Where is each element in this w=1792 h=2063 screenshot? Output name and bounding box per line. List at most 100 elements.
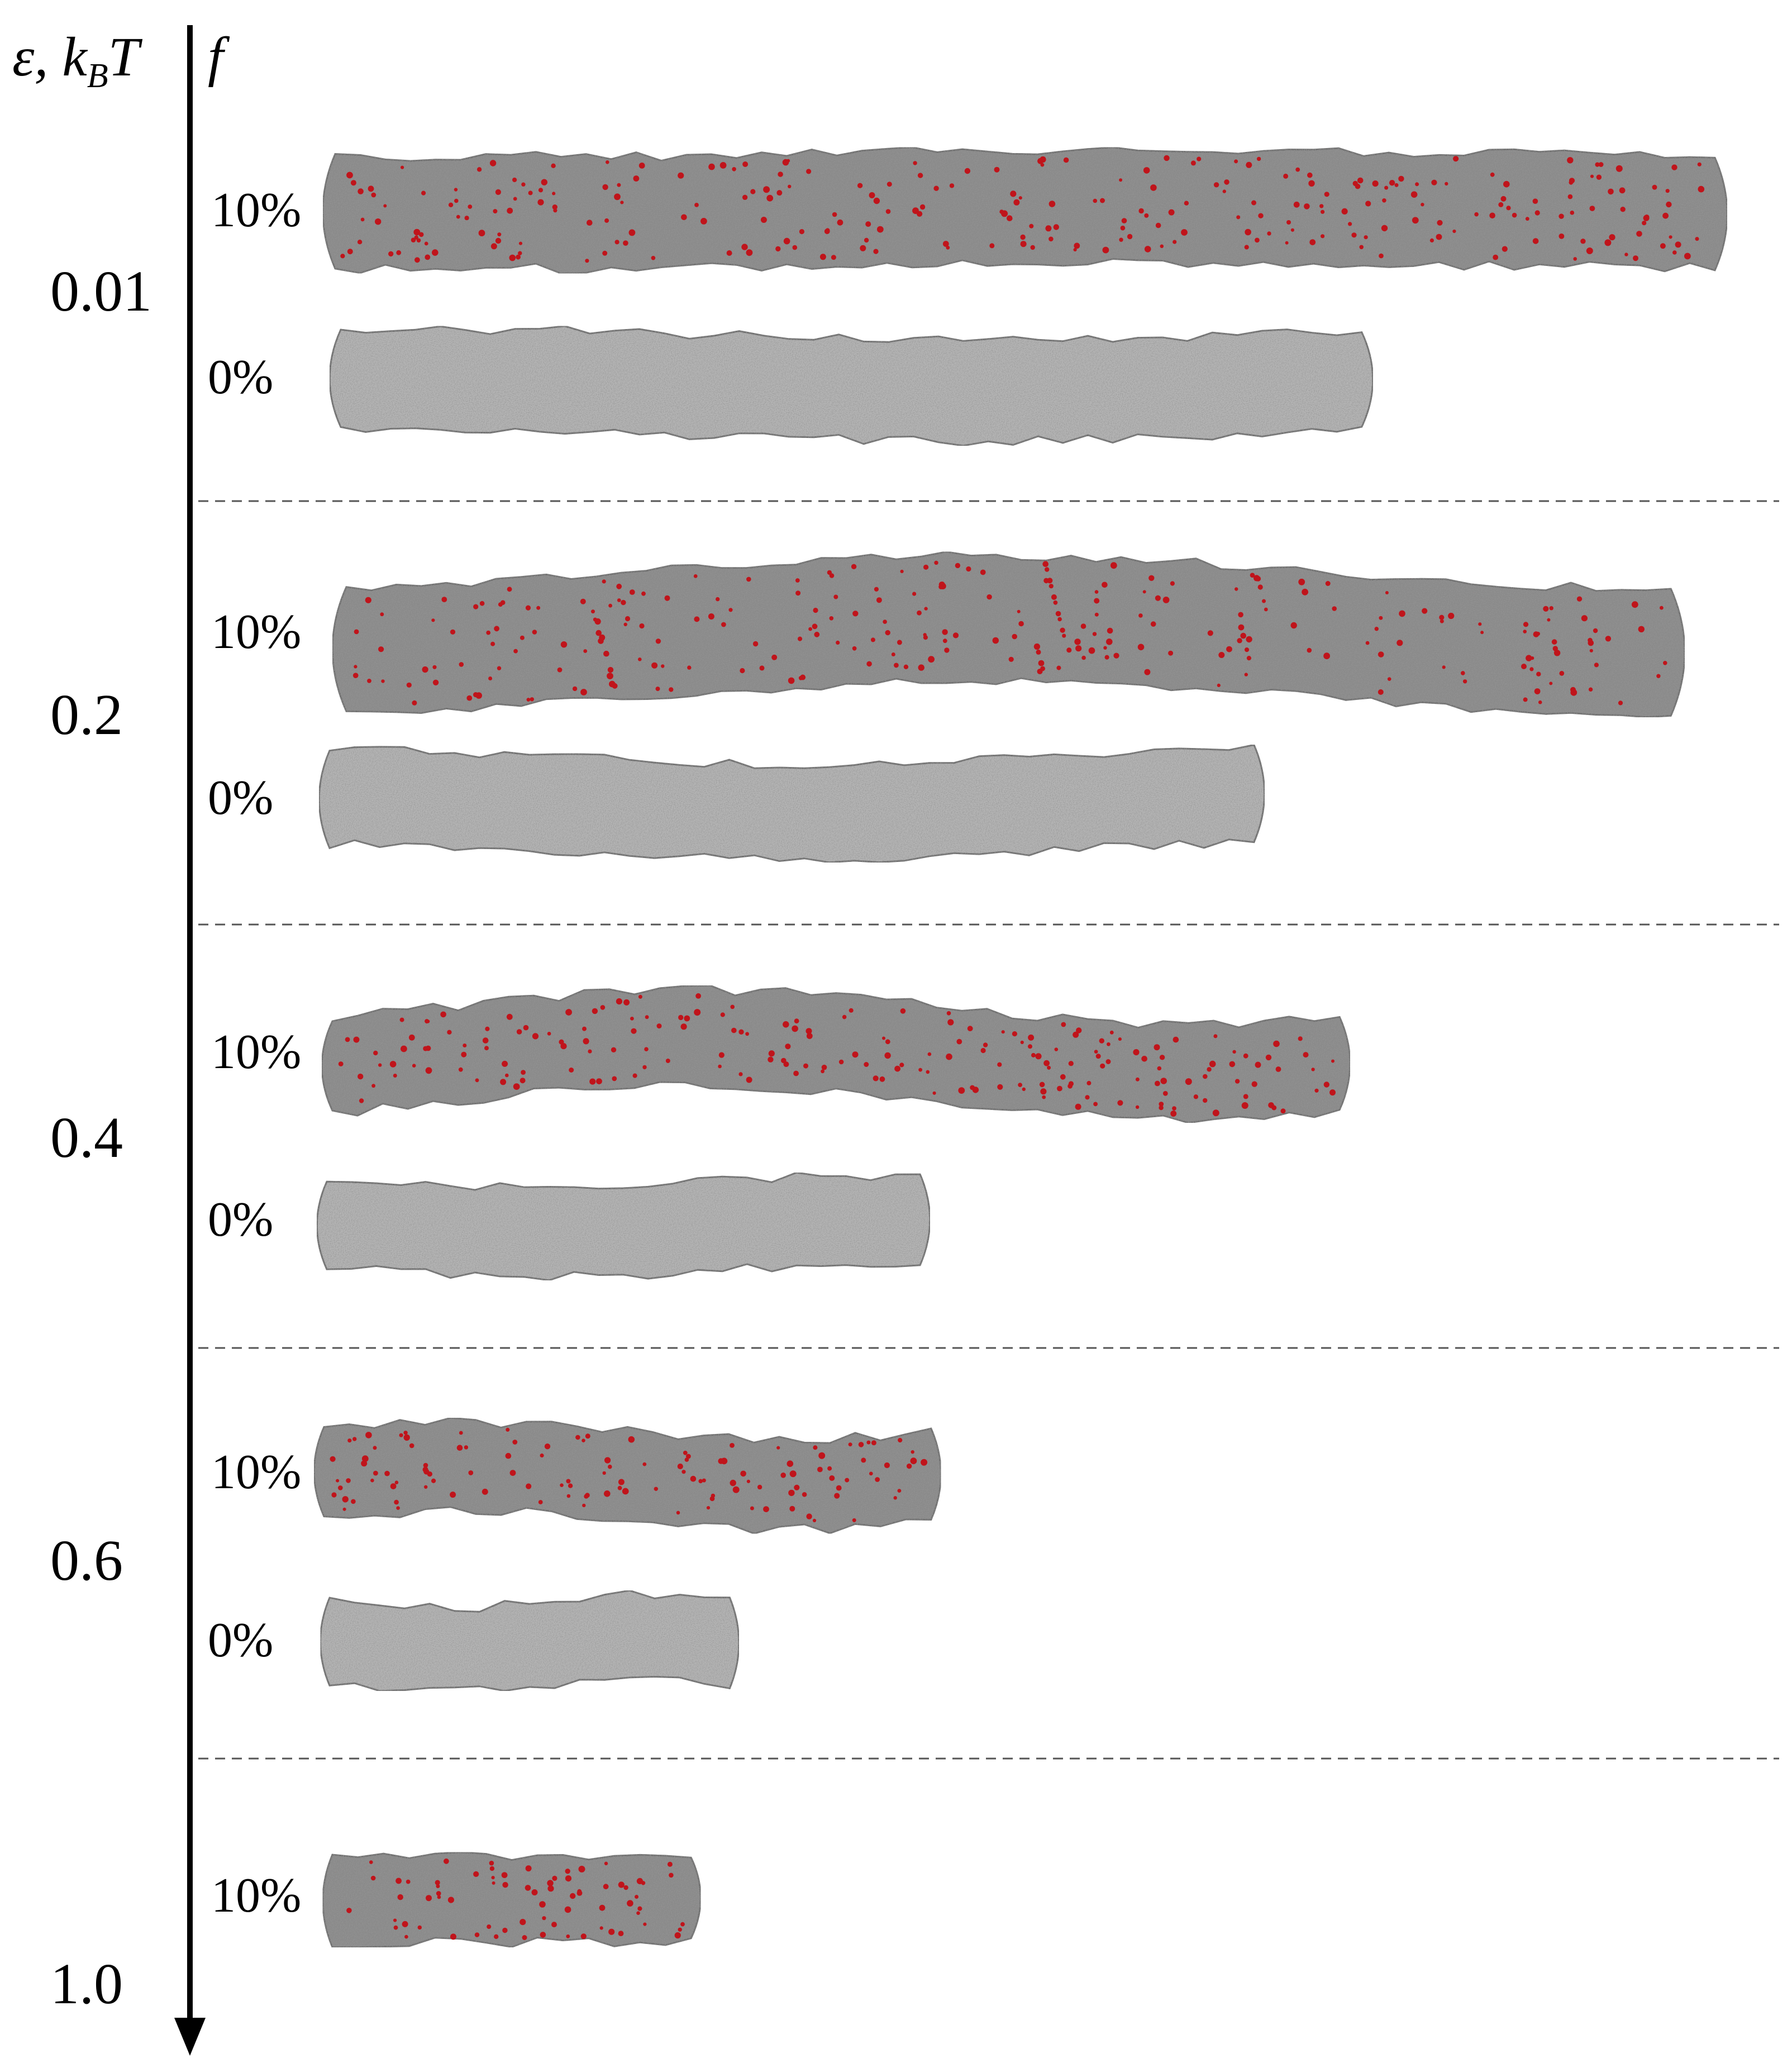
charged-bead <box>1493 254 1499 260</box>
charged-bead <box>887 182 892 187</box>
boltzmann-subscript: B <box>87 57 108 95</box>
charged-bead <box>482 1037 489 1044</box>
charged-bead <box>507 587 512 592</box>
charged-bead <box>1581 615 1588 622</box>
charged-bead <box>459 662 464 667</box>
charged-bead <box>431 618 435 622</box>
charged-bead <box>866 661 872 667</box>
charged-bead <box>1245 228 1251 236</box>
charged-bead <box>578 1865 585 1873</box>
charged-bead <box>1394 183 1399 187</box>
charged-bead <box>413 228 421 236</box>
charged-bead <box>899 1063 904 1068</box>
epsilon-value: 0.4 <box>50 1106 123 1170</box>
charged-bead <box>836 1485 842 1491</box>
charged-bead <box>1286 220 1291 225</box>
charged-bead <box>1094 612 1099 617</box>
charged-bead <box>1567 194 1573 199</box>
charged-bead <box>694 203 699 207</box>
charged-bead <box>798 676 803 680</box>
charged-bead <box>592 1008 598 1014</box>
fraction-label: 0% <box>208 1193 274 1247</box>
charged-bead <box>1037 158 1043 164</box>
charged-bead <box>1605 636 1612 642</box>
charged-bead <box>608 1464 612 1469</box>
charged-bead <box>375 218 382 225</box>
charged-bead <box>1244 245 1249 250</box>
charged-bead <box>368 185 374 192</box>
charged-bead <box>1302 588 1309 595</box>
charged-bead <box>812 1518 817 1522</box>
charged-bead <box>521 1070 526 1075</box>
charged-bead <box>1033 643 1040 650</box>
charged-bead <box>942 629 948 635</box>
fraction-label: 0% <box>208 350 274 404</box>
charged-bead <box>1074 242 1080 249</box>
charged-bead <box>1307 172 1313 178</box>
charged-bead <box>361 1455 369 1462</box>
charged-bead <box>642 1065 647 1070</box>
charged-bead <box>730 1479 736 1486</box>
charged-bead <box>940 585 945 589</box>
charged-bead <box>842 1014 847 1019</box>
charged-bead <box>394 1499 399 1505</box>
charged-bead <box>787 1460 794 1467</box>
charged-bead <box>869 192 875 198</box>
charged-bead <box>627 1900 633 1907</box>
charged-bead <box>547 1880 554 1886</box>
charged-bead <box>879 1076 885 1082</box>
charged-bead <box>1155 222 1161 228</box>
charged-bead <box>389 1061 397 1068</box>
charged-bead <box>528 190 533 196</box>
charged-bead <box>1536 671 1541 676</box>
charged-bead <box>757 1484 762 1490</box>
charged-bead <box>1531 656 1534 660</box>
charged-bead <box>454 188 458 192</box>
charged-bead <box>964 168 971 174</box>
charged-bead <box>1240 632 1246 639</box>
charged-bead <box>1421 203 1424 207</box>
charged-bead <box>505 1073 509 1078</box>
charged-bead <box>532 1033 539 1040</box>
charged-bead <box>667 1861 673 1867</box>
charged-bead <box>946 245 950 250</box>
charged-bead <box>633 175 640 182</box>
charged-bead <box>427 1471 432 1477</box>
charged-bead <box>642 1462 647 1466</box>
charged-bead <box>502 1881 508 1888</box>
charged-bead <box>678 1927 682 1932</box>
charged-bead <box>518 251 522 255</box>
charged-bead <box>1135 1105 1140 1109</box>
charged-bead <box>347 1438 352 1443</box>
charged-bead <box>1144 669 1151 675</box>
charged-bead <box>560 641 568 648</box>
charged-bead <box>997 1062 1002 1067</box>
charged-bead <box>912 592 917 596</box>
charged-bead <box>547 1885 554 1892</box>
charged-bead <box>628 1436 635 1443</box>
charged-bead <box>799 229 804 235</box>
charged-bead <box>1118 1037 1122 1041</box>
charged-bead <box>866 1440 871 1445</box>
charged-bead <box>927 1052 932 1056</box>
charged-bead <box>768 1056 774 1063</box>
charged-bead <box>1671 164 1677 170</box>
charged-bead <box>1547 618 1551 622</box>
charged-bead <box>1436 234 1442 240</box>
charged-bead <box>608 1928 615 1935</box>
charged-bead <box>1193 1094 1199 1099</box>
charged-bead <box>338 1485 343 1490</box>
charged-bead <box>1381 225 1388 232</box>
charged-bead <box>435 1880 440 1885</box>
charged-bead <box>1384 185 1389 190</box>
charged-bead <box>746 1479 750 1483</box>
charged-bead <box>1638 626 1645 633</box>
charged-bead <box>1620 207 1626 212</box>
charged-bead <box>873 249 879 254</box>
charged-bead <box>1534 210 1540 216</box>
charged-bead <box>740 668 745 674</box>
charged-bead <box>458 1067 463 1072</box>
charged-bead <box>1246 161 1252 168</box>
charged-bead <box>466 695 473 701</box>
charged-bead <box>1172 1106 1176 1111</box>
